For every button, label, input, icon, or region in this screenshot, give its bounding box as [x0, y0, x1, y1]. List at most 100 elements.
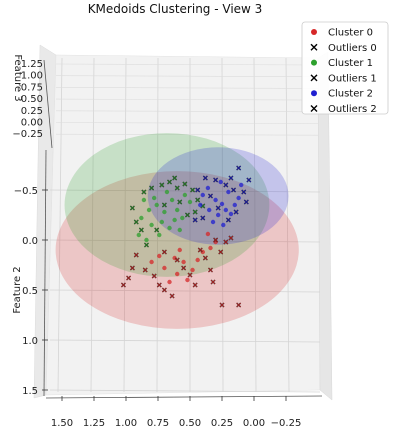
grid-line-vertical: [253, 57, 257, 393]
cluster-1-point: [162, 209, 167, 215]
outlier-2-tint: [246, 177, 252, 183]
cluster-2-point: [226, 189, 231, 195]
outlier-2-tint: [213, 177, 218, 183]
cluster-0-point: [162, 265, 167, 271]
grid-line-horizontal: [49, 339, 321, 343]
outlier-0-tint: [223, 239, 229, 245]
left-tick-label: 0.5: [22, 286, 38, 297]
cluster-spheres: [55, 133, 299, 329]
cluster-0-point: [208, 245, 213, 251]
bottom-tick-label: 0.25: [211, 418, 233, 429]
cluster-2-point: [198, 202, 203, 208]
outlier-0-tint: [197, 247, 203, 253]
top-tick-label: −0.25: [12, 129, 43, 140]
grid-lines: [49, 57, 321, 393]
outlier-0-tint: [169, 293, 175, 299]
outlier-1-tint: [174, 185, 180, 191]
outlier-0-tint: [187, 272, 193, 278]
cluster-sphere-1: [64, 133, 270, 277]
legend-marker-cluster-0: [311, 29, 317, 35]
grid-line-depth: [55, 98, 319, 101]
outlier-2-tint: [226, 217, 231, 223]
grid-line-depth: [55, 87, 319, 89]
cluster-0-point: [195, 257, 200, 263]
grid-line-vertical: [57, 57, 63, 393]
top-axis-line: [43, 59, 53, 149]
cluster-1-point: [149, 222, 154, 228]
cluster-2-point: [232, 202, 237, 208]
cluster-2-point: [213, 197, 218, 203]
cluster-1-point: [146, 207, 152, 213]
cluster-2-point: [205, 185, 211, 191]
left-tick-label: 1.0: [22, 336, 38, 347]
cluster-2-point: [215, 212, 221, 218]
chart-title: KMedoids Clustering - View 3: [88, 2, 263, 16]
outlier-0-tint: [218, 249, 223, 255]
cluster-0-point: [190, 267, 195, 273]
grid-line-depth: [55, 63, 319, 66]
cluster-1-point: [154, 202, 159, 208]
outlier-1-tint: [133, 219, 139, 225]
bottom-tick-label: 0.00: [243, 418, 265, 429]
outlier-0-tint: [210, 279, 216, 285]
legend-label: Cluster 2: [328, 89, 373, 100]
grid-line-horizontal: [49, 239, 321, 243]
cluster-1-point: [172, 217, 177, 223]
cluster-2-point: [221, 222, 226, 228]
left-axis-line: [43, 149, 47, 397]
outlier-2-tint: [236, 165, 241, 171]
legend-marker-outliers-1: [310, 74, 318, 82]
outlier-2-tint: [192, 217, 198, 223]
grid-line-horizontal: [49, 189, 321, 193]
legend-marker-outliers-0: [310, 43, 318, 51]
grid-line-vertical: [90, 57, 95, 393]
cluster-1-point: [180, 215, 185, 221]
cluster-2-point: [223, 207, 229, 213]
bottom-axis-line: [45, 395, 323, 399]
cluster-2-point: [236, 195, 241, 201]
cluster-2-point: [218, 179, 223, 185]
data-points: [120, 165, 252, 308]
legend-label: Outliers 2: [328, 104, 377, 115]
outlier-2-tint: [215, 205, 221, 211]
legend-marker-outliers-2: [310, 105, 318, 112]
grid-line-depth: [55, 75, 319, 77]
grid-line-depth: [55, 110, 319, 113]
axes: 1.50 1.25 1.00 0.75 0.50 0.25 0.00 −0.25−0.50.0…: [12, 59, 323, 429]
cluster-1-point: [164, 189, 170, 195]
cluster-1-point: [175, 207, 180, 213]
outlier-0-tint: [219, 302, 225, 308]
cluster-1-point: [177, 227, 182, 233]
outlier-1-tint: [167, 179, 172, 185]
grid-line-vertical: [285, 57, 290, 393]
outlier-0-tint: [181, 265, 186, 271]
outlier-1-tint: [172, 175, 177, 181]
legend-label: Outliers 0: [328, 43, 377, 54]
grid-line-depth: [55, 122, 319, 124]
cluster-1-point: [159, 219, 165, 225]
legend-label: Cluster 1: [328, 58, 373, 69]
cluster-0-point: [167, 279, 172, 285]
cluster-1-point: [144, 237, 149, 243]
cluster-0-point: [205, 231, 211, 237]
outlier-2-tint: [223, 182, 229, 188]
outlier-1-tint: [195, 197, 200, 203]
top-tick-label: 0.25: [21, 106, 43, 117]
outlier-0-tint: [228, 235, 234, 241]
outlier-1-tint: [144, 242, 149, 248]
cluster-1-point: [139, 215, 144, 221]
cluster-2-point: [207, 207, 212, 213]
left-tick-label: 1.5: [22, 386, 38, 397]
legend-label: Cluster 0: [328, 28, 373, 39]
legend-label: Outliers 1: [328, 73, 377, 84]
outlier-2-tint: [231, 187, 236, 193]
outlier-2-tint: [241, 189, 247, 195]
cluster-1-point: [151, 195, 157, 201]
cluster-sphere-2: [147, 147, 289, 245]
cluster-2-point: [219, 201, 225, 207]
cluster-2-point: [210, 219, 216, 225]
outlier-1-tint: [185, 212, 190, 218]
top-tick-label: 0.75: [21, 82, 43, 93]
outlier-2-tint: [203, 175, 208, 181]
